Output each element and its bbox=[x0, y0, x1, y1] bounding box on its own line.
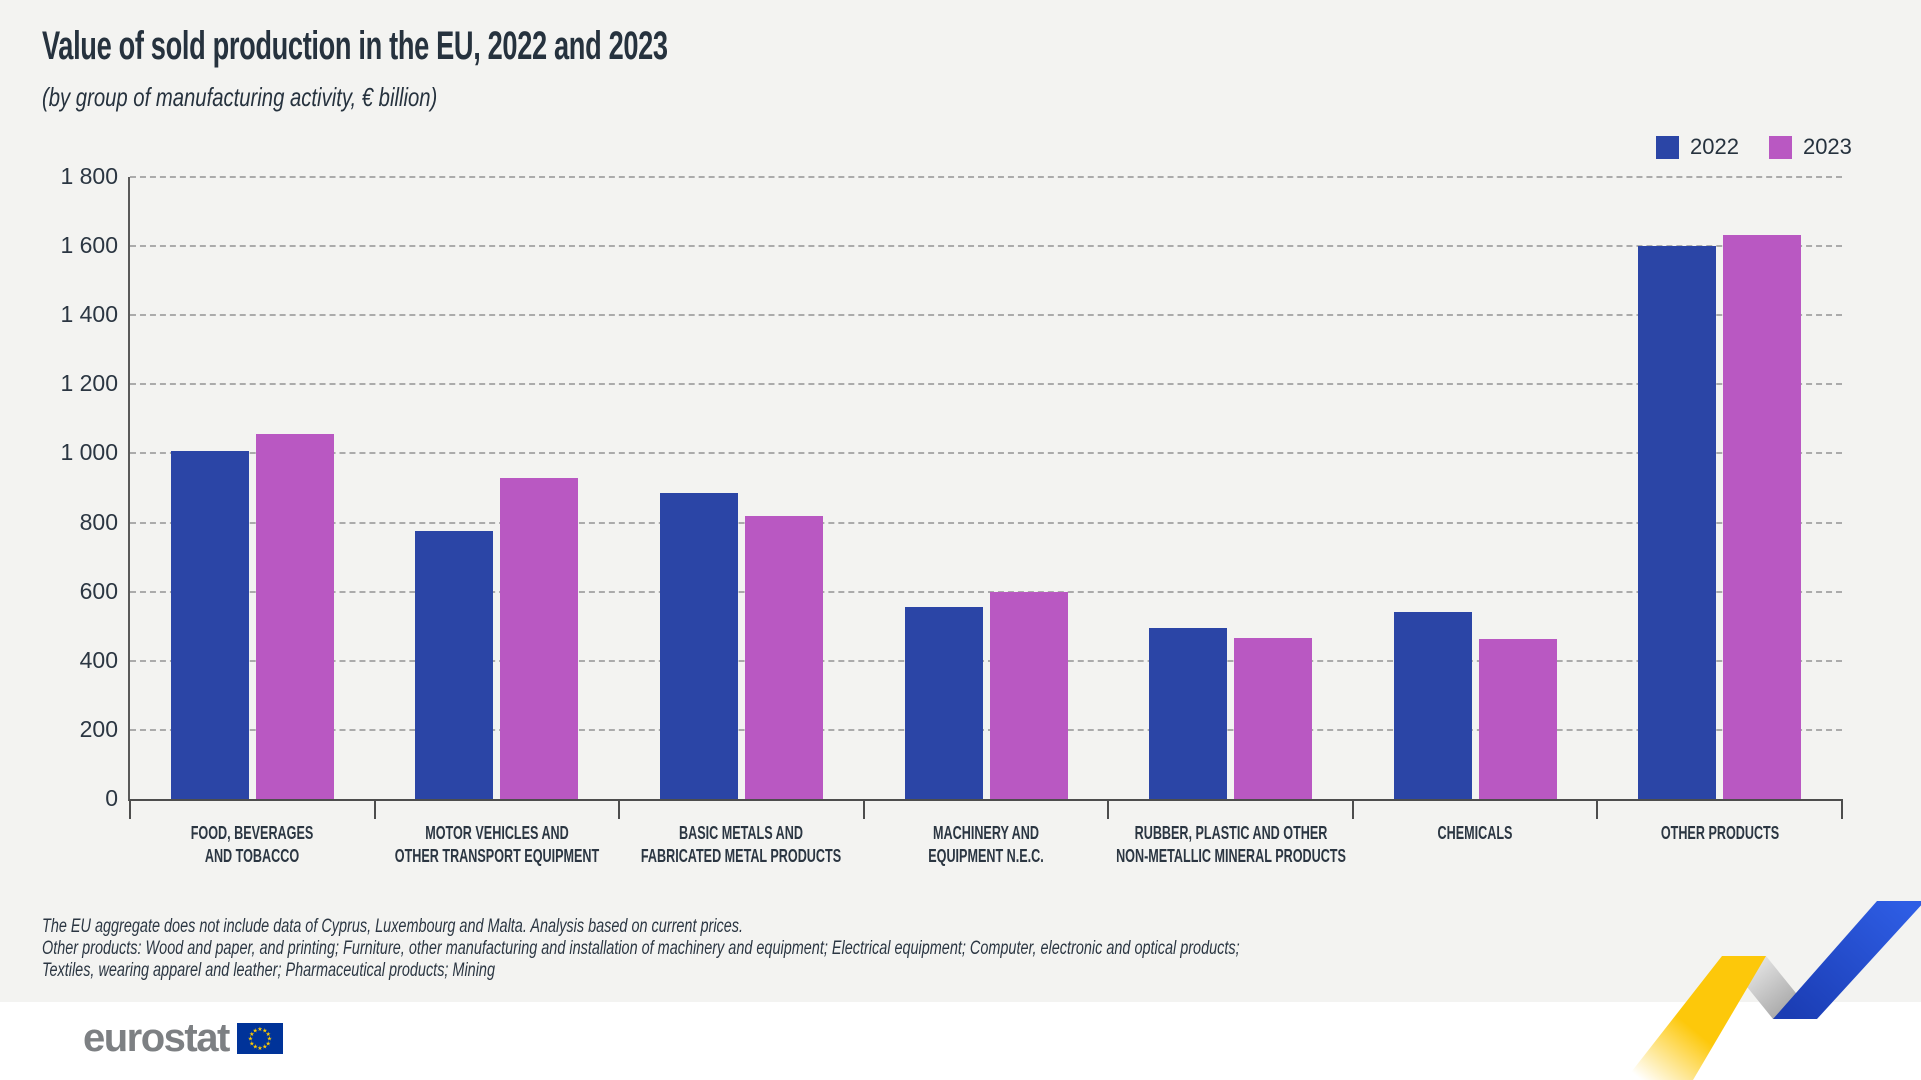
gridline-1800 bbox=[130, 176, 1842, 178]
x-axis-tick bbox=[1351, 799, 1354, 819]
bar-2022-category-3 bbox=[904, 606, 983, 799]
category-label-3: MACHINERY AND EQUIPMENT N.E.C. bbox=[928, 823, 1044, 866]
x-axis-tick bbox=[129, 799, 131, 819]
eu-flag-star: ★ bbox=[265, 1040, 270, 1047]
footnote-line: Textiles, wearing apparel and leather; P… bbox=[42, 960, 495, 981]
page-subtitle: (by group of manufacturing activity, € b… bbox=[42, 82, 438, 112]
eu-flag-star: ★ bbox=[257, 1045, 262, 1052]
bar-2023-category-0 bbox=[255, 433, 334, 799]
eu-flag-star: ★ bbox=[248, 1035, 253, 1042]
eu-flag-star: ★ bbox=[262, 1027, 267, 1034]
category-label-2: BASIC METALS AND FABRICATED METAL PRODUC… bbox=[641, 823, 842, 866]
ribbon-yellow-band bbox=[1625, 956, 1766, 1080]
bar-2023-category-2 bbox=[744, 516, 823, 799]
category-label-1: MOTOR VEHICLES AND OTHER TRANSPORT EQUIP… bbox=[394, 823, 600, 866]
bar-2022-category-0 bbox=[170, 450, 249, 799]
bar-2023-category-5 bbox=[1478, 639, 1557, 799]
eu-flag-star: ★ bbox=[262, 1043, 267, 1050]
y-axis-label-1600: 1 600 bbox=[60, 232, 118, 259]
y-axis-label-1200: 1 200 bbox=[60, 370, 118, 397]
y-axis-label-400: 400 bbox=[79, 646, 118, 673]
bar-2022-category-6 bbox=[1638, 246, 1717, 799]
y-axis-label-200: 200 bbox=[79, 715, 118, 742]
gridline-800 bbox=[130, 521, 1842, 524]
eu-flag-star: ★ bbox=[252, 1027, 257, 1034]
page-title: Value of sold production in the EU, 2022… bbox=[42, 24, 668, 68]
bar-2022-category-4 bbox=[1149, 627, 1228, 799]
footer-band bbox=[0, 1002, 1921, 1080]
legend-swatch-2023 bbox=[1768, 135, 1792, 159]
category-label-4: RUBBER, PLASTIC AND OTHER NON-METALLIC M… bbox=[1115, 823, 1346, 866]
legend: 2022 2023 bbox=[1656, 134, 1852, 160]
gridline-600 bbox=[130, 590, 1842, 593]
footnote-line: Other products: Wood and paper, and prin… bbox=[42, 938, 1240, 959]
eu-flag-icon: ★ ★★★★★★★★★★★ bbox=[236, 1022, 283, 1054]
legend-item-2022: 2022 bbox=[1656, 134, 1739, 160]
legend-item-2023: 2023 bbox=[1768, 134, 1852, 160]
y-axis-label-1800: 1 800 bbox=[60, 163, 118, 189]
y-axis-label-600: 600 bbox=[79, 577, 118, 604]
eu-flag-star: ★ bbox=[257, 1026, 262, 1033]
bar-2023-category-1 bbox=[500, 477, 579, 799]
gridline-200 bbox=[130, 728, 1842, 731]
x-axis-tick bbox=[1596, 799, 1599, 819]
eurostat-logo: eurostat ★ ★ ★ ★ ★ ★ ★ ★ ★ ★ ★ ★ bbox=[83, 1018, 283, 1058]
bar-2022-category-2 bbox=[659, 492, 738, 799]
legend-swatch-2022 bbox=[1656, 135, 1679, 159]
gridline-1600 bbox=[130, 245, 1842, 248]
eu-flag-star: ★ bbox=[265, 1030, 270, 1037]
x-axis-tick bbox=[1107, 799, 1110, 819]
x-axis-tick bbox=[862, 799, 865, 819]
footnotes: The EU aggregate does not include data o… bbox=[42, 916, 1240, 982]
category-label-5: CHEMICALS bbox=[1437, 823, 1513, 843]
bar-2022-category-5 bbox=[1393, 612, 1472, 799]
x-axis-tick bbox=[373, 799, 376, 819]
footnote-line: The EU aggregate does not include data o… bbox=[42, 916, 744, 937]
y-axis-label-800: 800 bbox=[79, 508, 118, 535]
category-label-6: OTHER PRODUCTS bbox=[1660, 823, 1779, 843]
eu-flag-star: ★ bbox=[267, 1035, 272, 1042]
eu-flag-star: ★ bbox=[249, 1040, 254, 1047]
gridline-1000 bbox=[130, 452, 1842, 455]
gridline-1200 bbox=[130, 383, 1842, 386]
x-axis-tick bbox=[1841, 799, 1843, 819]
gridline-1400 bbox=[130, 314, 1842, 317]
y-axis-label-1400: 1 400 bbox=[60, 301, 118, 328]
y-axis-label-0: 0 bbox=[105, 785, 118, 811]
bar-2023-category-6 bbox=[1723, 234, 1802, 799]
eurostat-logo-text: eurostat bbox=[83, 1016, 230, 1060]
y-axis-label-1000: 1 000 bbox=[60, 439, 118, 466]
ribbon-blue-band bbox=[1773, 901, 1921, 1019]
decorative-ribbon-graphic bbox=[1625, 901, 1921, 1080]
bar-2023-category-4 bbox=[1234, 637, 1313, 799]
bar-2023-category-3 bbox=[989, 591, 1068, 799]
bar-2022-category-1 bbox=[415, 530, 494, 799]
eu-flag-star: ★ bbox=[249, 1030, 254, 1037]
eu-flag-star: ★ bbox=[252, 1043, 257, 1050]
legend-label-2023: 2023 bbox=[1802, 134, 1852, 159]
gridline-400 bbox=[130, 659, 1842, 662]
category-label-0: FOOD, BEVERAGES AND TOBACCO bbox=[191, 823, 314, 866]
legend-label-2022: 2022 bbox=[1690, 134, 1739, 159]
bar-chart-plot-area: 0 200 400 600 800 1 000 1 200 1 400 1 600 1 800 FO… bbox=[60, 163, 1843, 866]
x-axis-tick bbox=[618, 799, 621, 819]
